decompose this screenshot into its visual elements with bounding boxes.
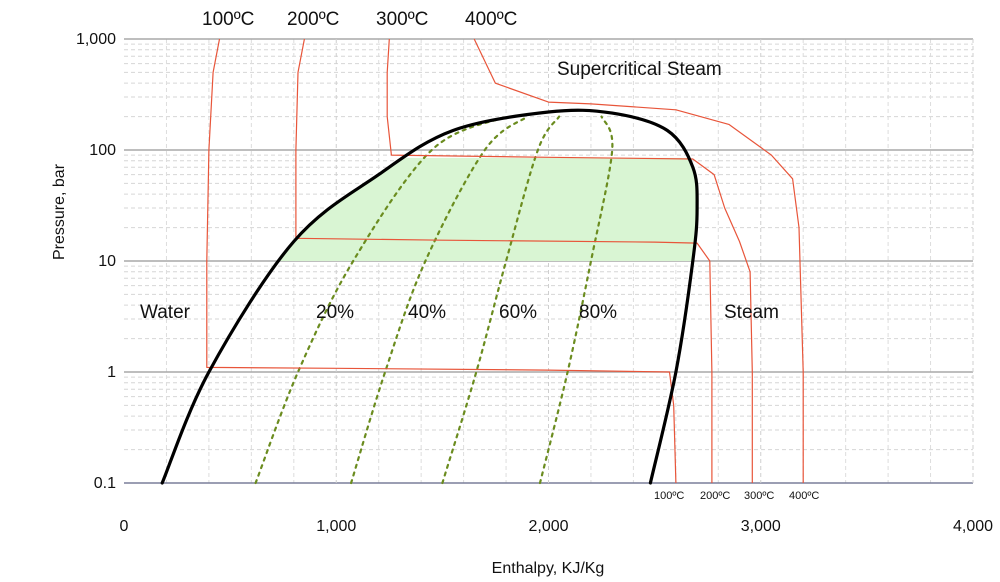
isotherm-300 — [386, 38, 753, 483]
isotherm-top-label-400: 400ºC — [465, 9, 517, 30]
x-tick-label: 3,000 — [741, 518, 781, 535]
x-axis-title: Enthalpy, KJ/Kg — [492, 560, 605, 577]
shaded-two-phase-region — [278, 157, 698, 262]
region-label-steam: Steam — [724, 302, 779, 323]
saturation-dome-layer — [160, 108, 699, 485]
y-tick-label: 0.1 — [94, 475, 116, 492]
quality-label-20: 20% — [316, 302, 354, 323]
isotherm-bottom-label-400: 400ºC — [789, 490, 819, 502]
x-tick-label: 2,000 — [528, 518, 568, 535]
isotherm-top-label-300: 300ºC — [376, 9, 428, 30]
quality-label-60: 60% — [499, 302, 537, 323]
isotherm-200 — [295, 38, 713, 483]
region-label-supercritical: Supercritical Steam — [557, 59, 722, 80]
tick-labels-layer: 0.1 1 10 100 1,000 0 1,000 2,000 3,000 4,000 — [76, 31, 993, 535]
y-tick-label: 100 — [89, 142, 116, 159]
shaded-region-layer — [278, 157, 698, 262]
quality-label-80: 80% — [579, 302, 617, 323]
quality-line-40 — [350, 115, 529, 485]
isotherm-bottom-label-200: 200ºC — [700, 490, 730, 502]
isotherm-400 — [473, 38, 804, 483]
x-tick-label: 4,000 — [953, 518, 993, 535]
y-tick-label: 10 — [98, 253, 116, 270]
isotherm-top-label-200: 200ºC — [287, 9, 339, 30]
isotherm-bottom-label-300: 300ºC — [744, 490, 774, 502]
x-tick-label: 1,000 — [316, 518, 356, 535]
saturation-dome — [160, 108, 699, 485]
quality-label-40: 40% — [408, 302, 446, 323]
y-tick-label: 1 — [107, 364, 116, 381]
region-label-water: Water — [140, 302, 191, 323]
minor-gridlines — [124, 39, 973, 483]
y-axis-title: Pressure, bar — [51, 163, 68, 260]
isotherm-top-label-100: 100ºC — [202, 9, 254, 30]
quality-lines-layer — [254, 115, 614, 485]
x-tick-label: 0 — [120, 518, 129, 535]
quality-line-80 — [538, 115, 614, 485]
quality-line-60 — [441, 115, 561, 485]
isotherm-bottom-label-100: 100ºC — [654, 490, 684, 502]
quality-line-20 — [254, 115, 508, 485]
y-tick-label: 1,000 — [76, 31, 116, 48]
